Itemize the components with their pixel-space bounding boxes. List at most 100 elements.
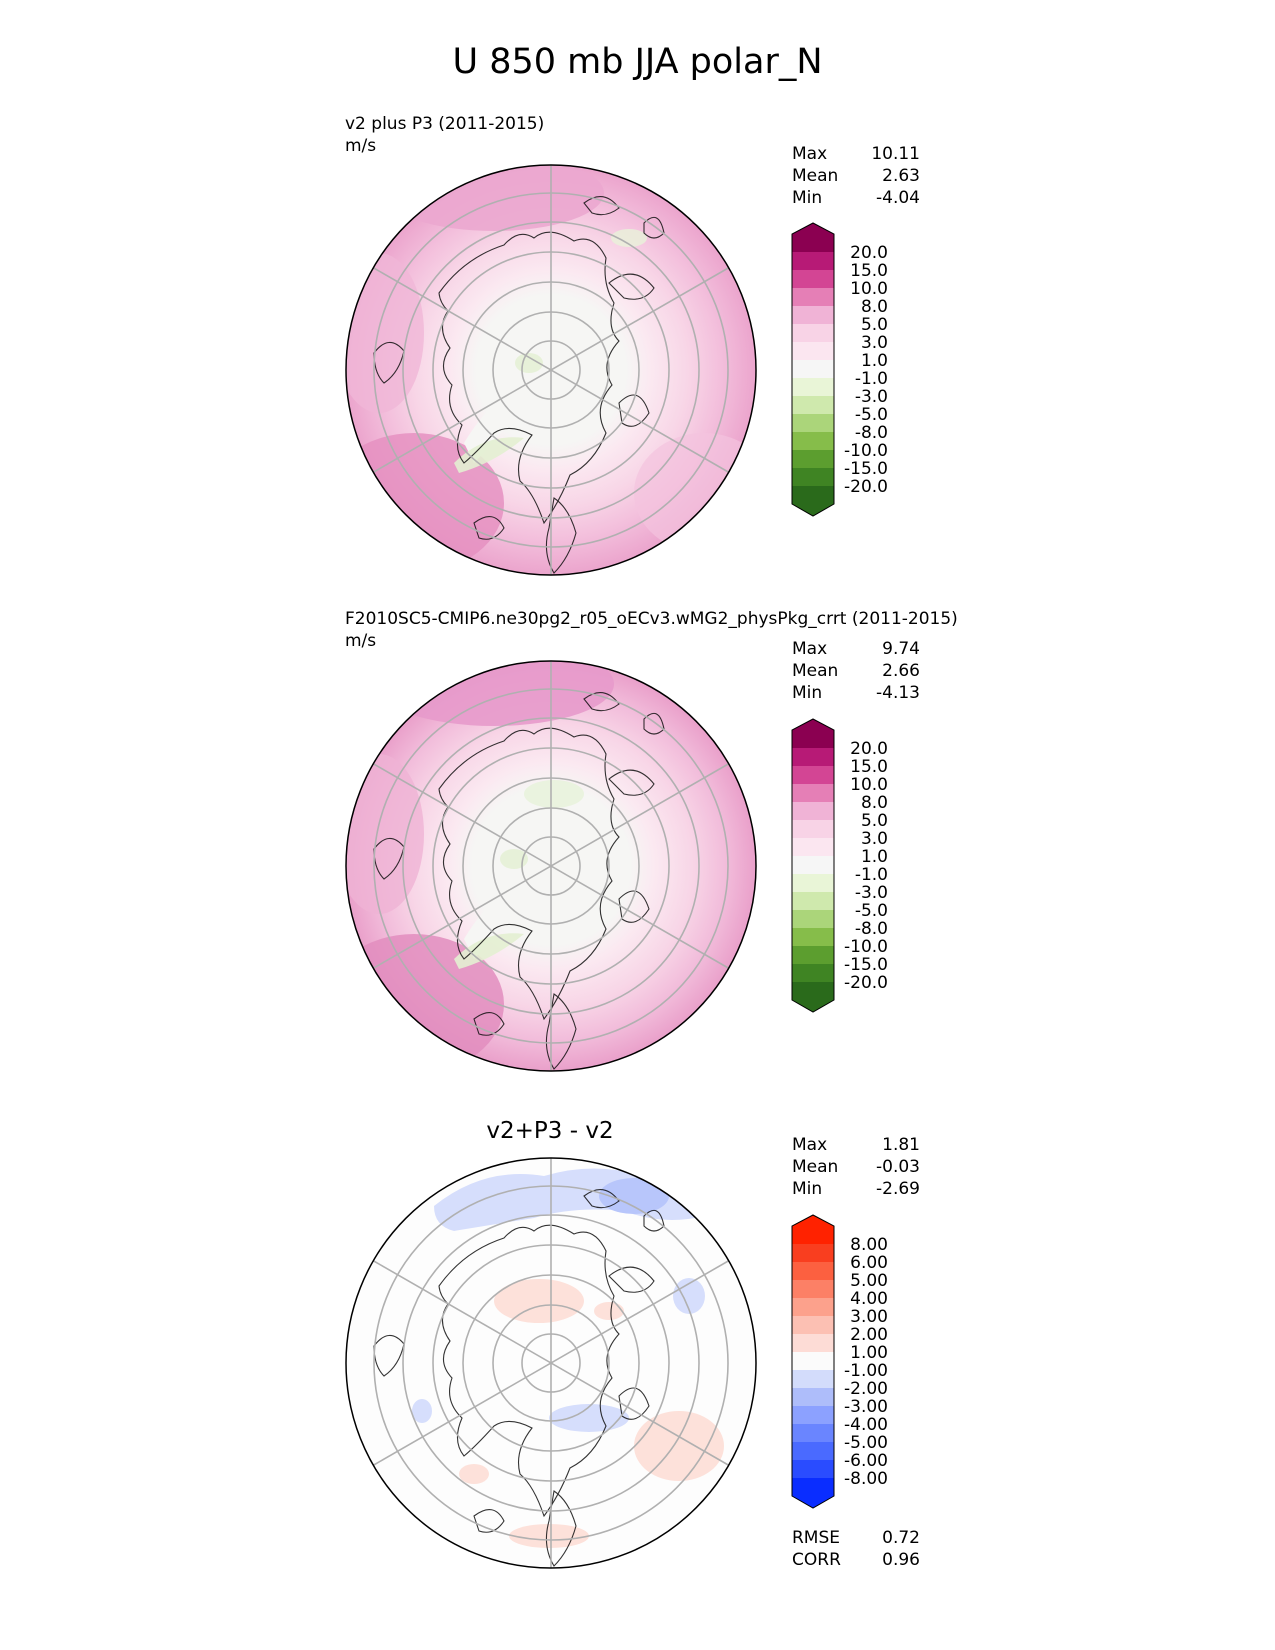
stat-mean-value: 2.63 [882,166,920,186]
colorbar-test: 20.015.010.08.05.03.01.0-1.0-3.0-5.0-8.0… [791,222,888,517]
colorbar-band [792,324,834,342]
colorbar-tick-label: 4.00 [850,1289,888,1309]
stat-min-label: Min [792,683,823,703]
colorbar-tick-label: 3.0 [861,829,888,849]
colorbar-tick-label: 8.0 [861,297,888,317]
colorbar-band [792,1298,834,1316]
panel-reference-stats: Max 9.74 Mean 2.66 Min -4.13 [792,638,920,704]
stat-mean-value: -0.03 [876,1157,920,1177]
colorbar-band [792,252,834,270]
panel-test-units: m/s [345,136,377,156]
colorbar-band [792,450,834,468]
colorbar-tick-label: -5.0 [855,405,888,425]
colorbar-band [792,892,834,910]
colorbar-tick-label: -3.0 [855,387,888,407]
colorbar-tick-label: -3.00 [844,1397,888,1417]
panel-difference-stats: Max 1.81 Mean -0.03 Min -2.69 [792,1134,920,1200]
colorbar-tick-label: 5.0 [861,811,888,831]
colorbar-band [792,1460,834,1478]
colorbar-band [792,838,834,856]
colorbar-outline [791,718,835,1013]
panel-test-stats: Max 10.11 Mean 2.63 Min -4.04 [792,143,920,209]
colorbar-tick-label: -5.00 [844,1433,888,1453]
colorbar-tick-label: -20.0 [844,477,888,497]
colorbar-tick-label: -6.00 [844,1451,888,1471]
colorbar-band [792,1442,834,1460]
stat-mean-value: 2.66 [882,661,920,681]
colorbar-tick-label: -8.00 [844,1469,888,1489]
colorbar-band [792,360,834,378]
colorbar-tick-label: 10.0 [850,279,888,299]
colorbar-tick-label: 3.0 [861,333,888,353]
stat-min-value: -4.13 [876,683,920,703]
colorbar-tick-label: -15.0 [844,459,888,479]
colorbar-tick-label: 6.00 [850,1253,888,1273]
colorbar-tick-label: -1.0 [855,865,888,885]
metric-rmse-value: 0.72 [882,1528,920,1548]
colorbar-band [792,342,834,360]
colorbar-tick-label: -8.0 [855,919,888,939]
colorbar-band [792,1215,834,1244]
colorbar-tick-label: -5.0 [855,901,888,921]
colorbar-band [792,766,834,784]
colorbar-band [792,748,834,766]
colorbar-tick-label: 2.00 [850,1325,888,1345]
stat-min-label: Min [792,188,823,208]
colorbar-tick-label: 15.0 [850,261,888,281]
colorbar-band [792,1424,834,1442]
stat-mean-label: Mean [792,661,839,681]
colorbar-tick-label: -10.0 [844,937,888,957]
colorbar-band [792,784,834,802]
colorbar-band [792,270,834,288]
colorbar-tick-label: -15.0 [844,955,888,975]
stat-max-label: Max [792,144,828,164]
stat-max-value: 9.74 [882,639,920,659]
colorbar-outline [791,1214,835,1509]
colorbar-tick-label: -20.0 [844,973,888,993]
colorbar-tick-label: 15.0 [850,757,888,777]
colorbar-band [792,1262,834,1280]
stat-max-label: Max [792,1135,828,1155]
colorbar-band [792,306,834,324]
colorbar-outline [791,222,835,517]
stat-max-label: Max [792,639,828,659]
colorbar-tick-label: -1.00 [844,1361,888,1381]
colorbar-band [792,1406,834,1424]
colorbar-tick-label: 20.0 [850,739,888,759]
stat-min-value: -2.69 [876,1179,920,1199]
colorbar-tick-label: -10.0 [844,441,888,461]
colorbar-tick-label: 20.0 [850,243,888,263]
colorbar-band [792,928,834,946]
colorbar-band [792,468,834,486]
colorbar-tick-label: -4.00 [844,1415,888,1435]
panel-test-name: v2 plus P3 (2011-2015) [345,114,545,134]
stat-mean-label: Mean [792,1157,839,1177]
metric-corr-value: 0.96 [882,1550,920,1570]
colorbar-band [792,946,834,964]
colorbar-tick-label: -2.00 [844,1379,888,1399]
colorbar-band [792,1244,834,1262]
colorbar-reference: 20.015.010.08.05.03.01.0-1.0-3.0-5.0-8.0… [791,718,888,1013]
colorbar-band [792,964,834,982]
colorbar-tick-label: 8.0 [861,793,888,813]
colorbar-tick-label: -3.0 [855,883,888,903]
colorbar-band [792,1316,834,1334]
colorbar-tick-label: 10.0 [850,775,888,795]
colorbar-band [792,874,834,892]
colorbar-tick-label: 1.00 [850,1343,888,1363]
colorbar-band [792,414,834,432]
colorbar-band [792,223,834,252]
colorbar-band [792,1334,834,1352]
colorbar-band [792,802,834,820]
colorbar-tick-label: 1.0 [861,351,888,371]
metric-corr-label: CORR [792,1550,841,1570]
colorbar-band [792,378,834,396]
colorbar-band [792,820,834,838]
stat-mean-label: Mean [792,166,839,186]
colorbar-tick-label: 1.0 [861,847,888,867]
polar-map-difference [345,1157,757,1569]
colorbar-difference: 8.006.005.004.003.002.001.00-1.00-2.00-3… [791,1214,888,1509]
colorbar-band [792,1370,834,1388]
colorbar-band [792,288,834,306]
colorbar-tick-label: 8.00 [850,1235,888,1255]
